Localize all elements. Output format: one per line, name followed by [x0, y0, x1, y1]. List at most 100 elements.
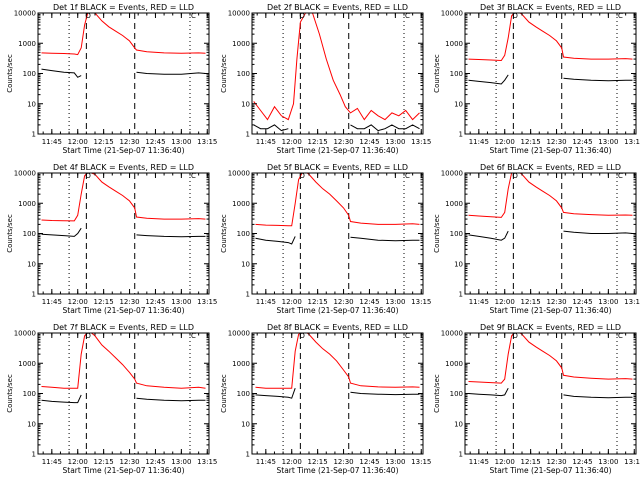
x-tick-label: 12:15 [521, 138, 541, 146]
y-axis-label: Counts/sec [433, 54, 441, 93]
marker-c: C [405, 12, 410, 20]
y-tick-label: 1000 [445, 360, 463, 368]
marker-o: O [299, 172, 305, 180]
events-series-line [41, 227, 206, 238]
y-tick-label: 100 [450, 230, 463, 238]
series-group [253, 13, 420, 132]
x-tick-label: 12:15 [94, 458, 114, 466]
x-tick-label: 11:45 [469, 138, 489, 146]
panel-det-1f: Det 1f BLACK = Events, RED = LLD 1 10 100 10… [6, 3, 217, 155]
x-tick-label: 12:45 [572, 138, 592, 146]
x-tick-label: 13:15 [624, 458, 640, 466]
x-tick-label: 12:00 [495, 298, 515, 306]
marker-c: C [405, 172, 410, 180]
panel-title: Det 7f BLACK = Events, RED = LLD [53, 323, 194, 332]
y-tick-label: 1000 [232, 40, 250, 48]
marker-o: O [512, 172, 518, 180]
x-tick-label: 12:00 [282, 138, 302, 146]
y-tick-label: 1000 [445, 40, 463, 48]
y-tick-label: 10000 [441, 330, 463, 338]
x-tick-label: 12:45 [359, 138, 379, 146]
x-tick-label: 12:30 [333, 458, 353, 466]
panel-det-8f: Det 8f BLACK = Events, RED = LLD 1 10 100 10… [220, 323, 431, 475]
marker-c: C [405, 332, 410, 340]
x-tick-label: 12:15 [94, 298, 114, 306]
series-group [468, 173, 633, 241]
lld-series-line [468, 173, 633, 218]
y-tick-label: 10000 [14, 170, 36, 178]
x-tick-label: 12:30 [546, 298, 566, 306]
lld-series-line [255, 333, 420, 389]
x-tick-label: 12:15 [521, 298, 541, 306]
panel-det-3f: Det 3f BLACK = Events, RED = LLD 1 10 100 10… [433, 3, 640, 155]
x-tick-label: 13:15 [197, 458, 217, 466]
marker-c: C [618, 172, 623, 180]
x-tick-label: 13:00 [171, 298, 191, 306]
lld-series-line [41, 333, 206, 389]
plot-frame [251, 172, 424, 295]
panel-title: Det 8f BLACK = Events, RED = LLD [267, 323, 408, 332]
marker-o: O [299, 12, 305, 20]
plot-frame [37, 332, 210, 455]
lld-series-line [41, 13, 206, 56]
y-tick-label: 100 [237, 390, 250, 398]
marker-c: C [618, 332, 623, 340]
x-tick-label: 12:45 [145, 458, 165, 466]
panel-det-2f: Det 2f BLACK = Events, RED = LLD 1 10 100 10… [220, 3, 431, 155]
x-tick-label: 13:15 [411, 138, 431, 146]
x-tick-label: 12:15 [308, 458, 328, 466]
y-tick-label: 10000 [14, 330, 36, 338]
x-tick-label: 11:45 [256, 298, 276, 306]
series-group [41, 13, 206, 78]
panel-det-5f: Det 5f BLACK = Events, RED = LLD 1 10 100 10… [220, 163, 431, 315]
y-tick-label: 10000 [228, 330, 250, 338]
x-tick-label: 12:15 [94, 138, 114, 146]
events-series-line [468, 387, 633, 399]
x-tick-label: 11:45 [42, 138, 62, 146]
events-series-line [41, 394, 206, 404]
plot-frame [37, 12, 210, 135]
x-axis-label: Start Time (21-Sep-07 11:36:40) [490, 306, 612, 315]
y-tick-label: 10 [241, 260, 250, 268]
lld-series-line [41, 173, 206, 222]
y-tick-label: 10000 [441, 10, 463, 18]
x-tick-label: 13:15 [624, 138, 640, 146]
x-tick-label: 12:45 [572, 458, 592, 466]
marker-o: O [85, 12, 91, 20]
events-series-line [255, 236, 420, 245]
y-axis-label: Counts/sec [6, 374, 14, 413]
events-series-line [253, 124, 420, 132]
events-series-line [255, 388, 420, 399]
y-tick-label: 1000 [18, 360, 36, 368]
y-axis-label: Counts/sec [6, 54, 14, 93]
x-tick-label: 12:30 [546, 138, 566, 146]
x-tick-label: 12:45 [572, 298, 592, 306]
panel-det-7f: Det 7f BLACK = Events, RED = LLD 1 10 100 10… [6, 323, 217, 475]
x-tick-label: 12:30 [119, 138, 139, 146]
panel-title: Det 6f BLACK = Events, RED = LLD [480, 163, 621, 172]
lld-series-line [468, 333, 633, 384]
marker-o: O [85, 172, 91, 180]
series-group [41, 333, 206, 404]
y-axis-label: Counts/sec [433, 214, 441, 253]
plot-frame [251, 332, 424, 455]
x-tick-label: 13:15 [197, 138, 217, 146]
x-tick-label: 12:15 [308, 298, 328, 306]
x-tick-label: 13:00 [171, 138, 191, 146]
marker-c: C [191, 332, 196, 340]
panel-det-9f: Det 9f BLACK = Events, RED = LLD 1 10 100 10… [433, 323, 640, 475]
y-tick-label: 100 [23, 70, 36, 78]
y-tick-label: 1 [32, 291, 36, 299]
x-tick-label: 13:00 [385, 138, 405, 146]
panel-title: Det 2f BLACK = Events, RED = LLD [267, 3, 408, 12]
y-tick-label: 1 [246, 451, 250, 459]
x-tick-label: 11:45 [256, 458, 276, 466]
y-tick-label: 1 [32, 451, 36, 459]
x-tick-label: 12:00 [68, 298, 88, 306]
x-tick-label: 12:45 [145, 138, 165, 146]
panel-title: Det 5f BLACK = Events, RED = LLD [267, 163, 408, 172]
x-tick-label: 11:45 [42, 458, 62, 466]
y-tick-label: 10000 [14, 10, 36, 18]
marker-o: O [512, 332, 518, 340]
